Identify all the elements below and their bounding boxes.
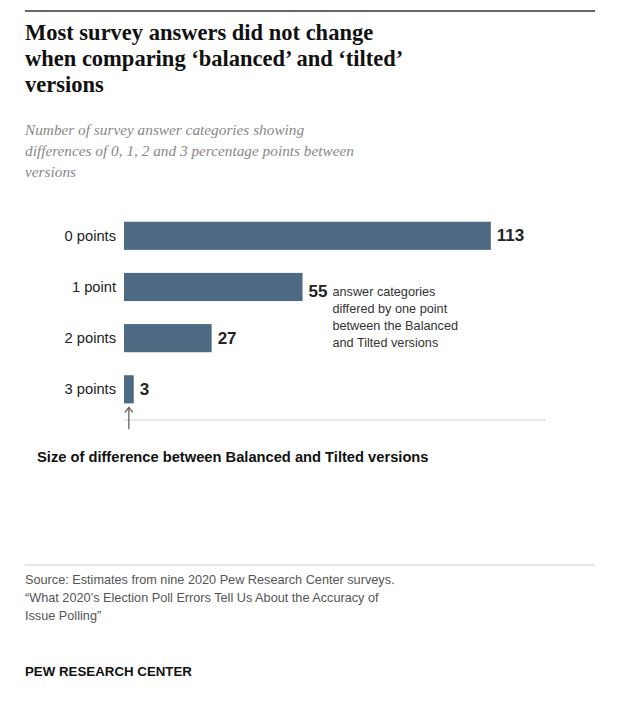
category-label: 3 points — [65, 381, 116, 397]
bars — [124, 222, 491, 404]
x-axis-label: Size of difference between Balanced and … — [37, 449, 429, 465]
bar — [124, 375, 134, 403]
labels: 0 points 113 1 point 55answer categoriesdif… — [65, 226, 525, 398]
branding: PEW RESEARCH CENTER — [25, 664, 192, 679]
separator — [25, 565, 595, 566]
arrow-shaft — [128, 407, 129, 429]
subtitle: Number of survey answer categories showi… — [24, 121, 354, 180]
category-label: 2 points — [65, 330, 116, 346]
source: Source: Estimates from nine 2020 Pew Res… — [25, 573, 395, 623]
category-label: 0 points — [65, 228, 116, 244]
chart-svg: Most survey answers did not changewhen c… — [0, 0, 620, 720]
top-rule — [25, 10, 595, 12]
annotation: answer categoriesdiffered by one pointbe… — [332, 285, 458, 350]
x-axis-line — [124, 420, 546, 421]
data-label: 3 — [140, 380, 149, 399]
bar — [124, 273, 303, 301]
title: Most survey answers did not changewhen c… — [25, 20, 403, 97]
data-label: 113 — [497, 226, 524, 245]
bar — [124, 324, 212, 352]
arrow-head — [125, 407, 133, 412]
bar — [124, 222, 491, 250]
data-label: 27 — [218, 329, 237, 348]
arrow — [125, 407, 133, 429]
category-label: 1 point — [72, 279, 116, 295]
data-label: 55 — [309, 282, 328, 301]
